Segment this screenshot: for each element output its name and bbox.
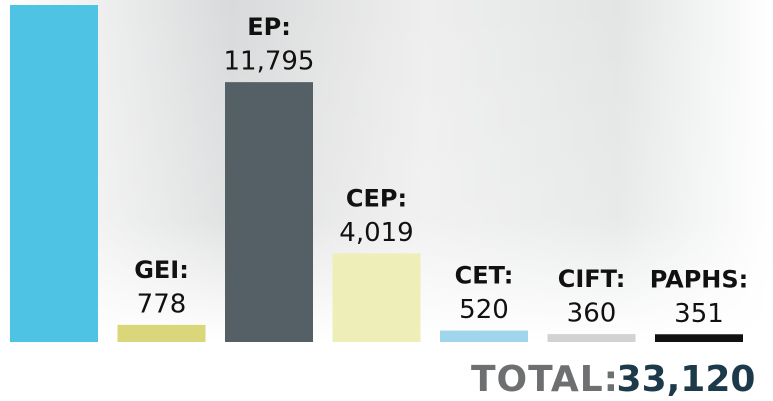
value-label: 778 (137, 289, 187, 319)
value-label: 520 (459, 295, 509, 325)
category-label: GEI: (134, 256, 189, 284)
category-label: CIFT: (558, 265, 626, 293)
chart: 778 GEI: 11,795 EP: 4,019 CEP: 520 CET: 360 CIFT:… (0, 0, 773, 401)
category-label: PAPHS: (650, 265, 749, 293)
bar (118, 325, 206, 342)
bar (333, 253, 421, 342)
bar (655, 334, 743, 342)
bar (225, 82, 313, 342)
category-label: CET: (455, 262, 514, 290)
bar (10, 5, 98, 342)
bar (440, 331, 528, 342)
value-label: 360 (567, 299, 617, 329)
value-label: 11,795 (224, 47, 315, 77)
value-label: 351 (674, 299, 724, 329)
total-text: TOTAL: (471, 359, 619, 400)
category-label: CEP: (346, 184, 407, 212)
value-label: 4,019 (339, 218, 413, 248)
bar (548, 334, 636, 342)
total-value: 33,120 (617, 359, 756, 400)
category-label: EP: (247, 13, 291, 41)
